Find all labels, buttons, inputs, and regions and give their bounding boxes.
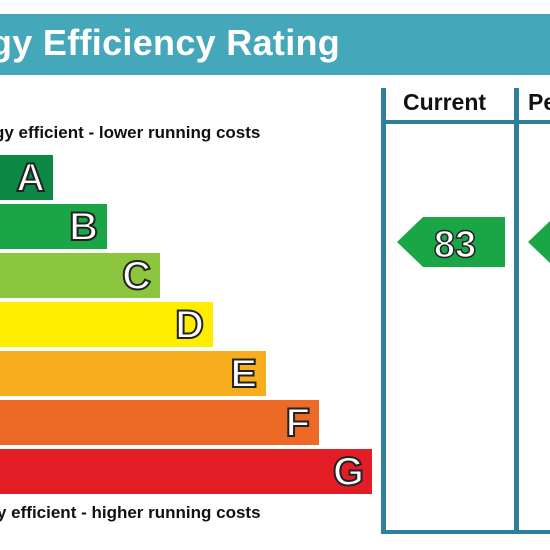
- column-divider-left: [381, 88, 386, 532]
- column-divider-right: [514, 88, 519, 532]
- current-column-header: Current: [403, 89, 487, 115]
- current-rating-value: 83: [434, 224, 476, 266]
- band-d: D: [0, 302, 213, 348]
- header-underline: [381, 120, 550, 124]
- efficiency-note-bottom: y efficient - higher running costs: [0, 503, 261, 522]
- band-b: B: [0, 204, 107, 250]
- band-f: F: [0, 400, 319, 446]
- band-e: E: [0, 351, 266, 397]
- band-b-letter: B: [68, 204, 99, 250]
- band-d-letter: D: [174, 302, 205, 348]
- page-title: gy Efficiency Rating: [0, 22, 341, 63]
- current-rating-arrow: 83: [397, 217, 505, 267]
- title-bar: [0, 14, 550, 75]
- band-c: C: [0, 253, 160, 299]
- potential-column-header: Pe: [528, 89, 550, 115]
- potential-rating-arrow: [528, 221, 550, 263]
- band-e-letter: E: [229, 351, 258, 397]
- band-a: A: [0, 155, 53, 201]
- frame-bottom: [381, 530, 550, 534]
- band-g: G: [0, 449, 372, 495]
- band-a-letter: A: [15, 155, 46, 201]
- efficiency-note-top: gy efficient - lower running costs: [0, 123, 261, 142]
- band-g-letter: G: [332, 449, 365, 495]
- band-f-letter: F: [285, 400, 311, 446]
- band-c-letter: C: [121, 253, 152, 299]
